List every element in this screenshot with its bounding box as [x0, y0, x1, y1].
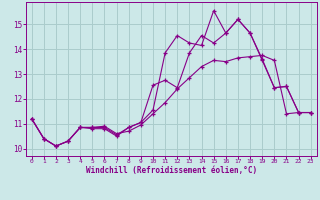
X-axis label: Windchill (Refroidissement éolien,°C): Windchill (Refroidissement éolien,°C) — [86, 166, 257, 175]
